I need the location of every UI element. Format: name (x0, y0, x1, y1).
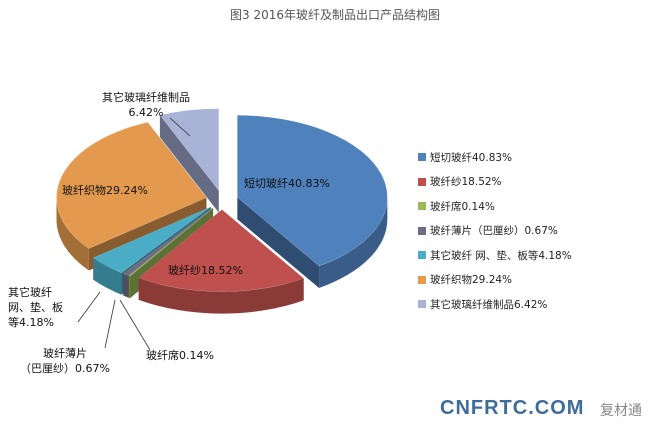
slice-2-top (128, 207, 214, 277)
leader-line (104, 299, 116, 349)
chart-title: 图3 2016年玻纤及制品出口产品结构图 (230, 8, 440, 22)
legend-label: 其它玻璃纤维制品6.42% (430, 298, 548, 311)
legend-label: 短切玻纤40.83% (430, 151, 513, 164)
watermark-cn: 复材通 (600, 403, 642, 419)
slice-5-side (56, 197, 89, 271)
slice-4-side (93, 257, 122, 295)
legend-swatch (418, 226, 426, 235)
leader-line (77, 291, 101, 323)
legend-swatch (418, 153, 426, 162)
slice-0-wall (237, 197, 320, 289)
legend-swatch (418, 177, 426, 186)
legend-label: 其它玻纤 网、垫、板等4.18% (430, 249, 572, 262)
slice-6-top (159, 108, 220, 192)
legend-label: 玻纤织物29.24% (430, 274, 513, 287)
legend-label: 玻纤席0.14% (430, 200, 495, 213)
slice-3-side (123, 273, 129, 298)
data-label-5: 玻纤织物29.24% (62, 184, 148, 197)
slice-6-wall (159, 115, 219, 213)
data-label-6: 其它玻璃纤维制品 6.42% (102, 91, 190, 119)
legend-item: 其它玻璃纤维制品6.42% (418, 292, 572, 317)
leader-line (119, 299, 151, 351)
slice-1-top (138, 209, 305, 292)
slice-5-top (56, 121, 207, 249)
slice-4-top (92, 206, 212, 274)
watermark: CNFRTC.COM (440, 397, 585, 419)
legend-swatch (418, 300, 426, 309)
slice-0-side (319, 197, 388, 289)
data-label-4: 其它玻纤 网、垫、板 等4.18% (8, 286, 63, 329)
data-label-1: 玻纤纱18.52% (168, 264, 243, 277)
legend-item: 其它玻纤 网、垫、板等4.18% (418, 243, 572, 268)
legend-item: 玻纤席0.14% (418, 194, 572, 219)
slice-0-top (237, 115, 388, 267)
leader-line (169, 117, 191, 137)
data-label-2: 玻纤席0.14% (146, 349, 214, 362)
legend-item: 玻纤织物29.24% (418, 268, 572, 293)
legend-item: 玻纤纱18.52% (418, 170, 572, 195)
slice-3-top (122, 207, 213, 276)
data-label-0: 短切玻纤40.83% (244, 177, 330, 190)
slice-2-side (128, 275, 130, 299)
legend-label: 玻纤薄片（巴厘纱）0.67% (430, 225, 558, 238)
legend: 短切玻纤40.83% 玻纤纱18.52% 玻纤席0.14% 玻纤薄片（巴厘纱）0.67… (418, 145, 572, 317)
data-label-3: 玻纤薄片 （巴厘纱）0.67% (20, 347, 110, 375)
legend-label: 玻纤纱18.52% (430, 176, 502, 189)
legend-swatch (418, 275, 426, 284)
legend-item: 短切玻纤40.83% (418, 145, 572, 170)
legend-swatch (418, 202, 426, 211)
slice-1-side (138, 277, 304, 314)
legend-swatch (418, 251, 426, 260)
legend-item: 玻纤薄片（巴厘纱）0.67% (418, 219, 572, 244)
